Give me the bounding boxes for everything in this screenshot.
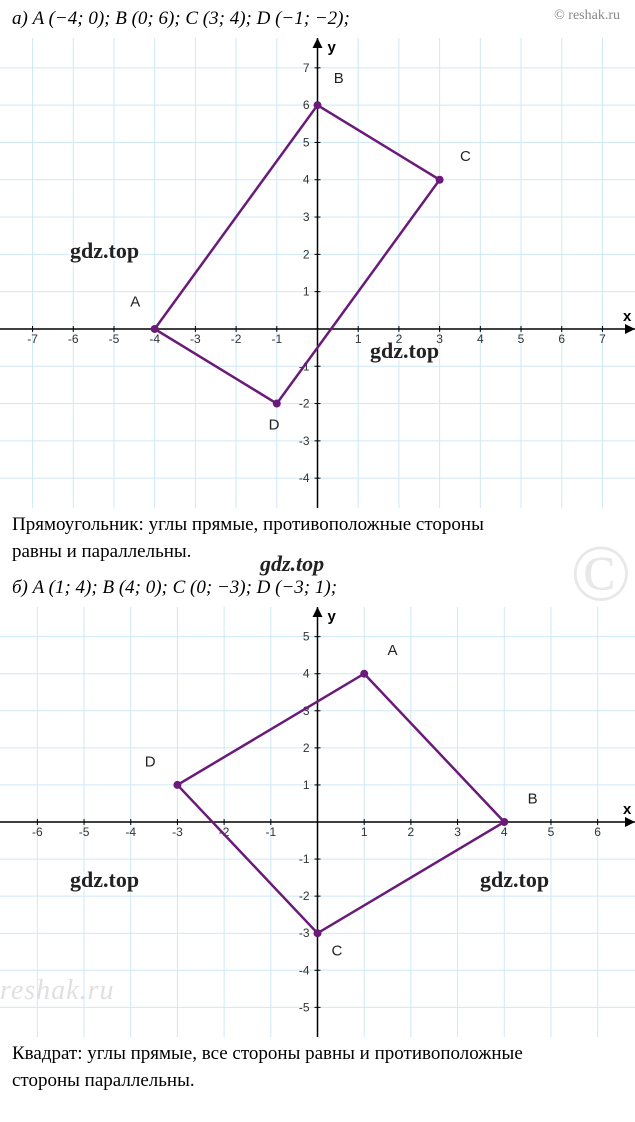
part-a-desc-l2: равны и параллельны. — [12, 541, 191, 562]
svg-text:-3: -3 — [299, 926, 310, 940]
svg-text:y: y — [328, 608, 337, 625]
svg-text:-1: -1 — [299, 852, 310, 866]
svg-text:5: 5 — [303, 630, 310, 644]
svg-text:4: 4 — [501, 825, 508, 839]
svg-text:4: 4 — [303, 667, 310, 681]
svg-text:-4: -4 — [299, 471, 310, 485]
svg-text:3: 3 — [454, 825, 461, 839]
svg-text:-3: -3 — [172, 825, 183, 839]
svg-text:5: 5 — [303, 135, 310, 149]
chart-a-container: -7-6-5-4-3-2-11234567-4-3-2-11234567xyAB… — [0, 38, 635, 508]
svg-text:-3: -3 — [299, 434, 310, 448]
part-a-coords: а) A (−4; 0); B (0; 6); C (3; 4); D (−1;… — [0, 0, 635, 38]
part-b-coords: б) A (1; 4); B (4; 0); C (0; −3); D (−3;… — [0, 569, 635, 607]
svg-text:-3: -3 — [190, 332, 201, 346]
svg-text:C: C — [460, 148, 471, 165]
svg-text:5: 5 — [548, 825, 555, 839]
svg-text:-4: -4 — [149, 332, 160, 346]
svg-text:1: 1 — [303, 778, 310, 792]
page: © reshak.ru а) A (−4; 0); B (0; 6); C (3… — [0, 0, 635, 1098]
svg-text:-5: -5 — [79, 825, 90, 839]
svg-text:B: B — [528, 791, 538, 808]
svg-text:2: 2 — [408, 825, 415, 839]
chart-b: -6-5-4-3-2-1123456-5-4-3-2-112345xyABCD — [0, 607, 635, 1037]
svg-text:6: 6 — [303, 98, 310, 112]
svg-text:y: y — [328, 39, 337, 56]
svg-text:7: 7 — [599, 332, 606, 346]
svg-text:-2: -2 — [299, 397, 310, 411]
part-b-desc: Квадрат: углы прямые, все стороны равны … — [0, 1037, 635, 1098]
svg-text:2: 2 — [303, 741, 310, 755]
svg-text:-1: -1 — [265, 825, 276, 839]
part-b-prefix: б) — [12, 577, 28, 598]
part-a-desc-l1: Прямоугольник: углы прямые, противополож… — [12, 514, 484, 535]
svg-text:-4: -4 — [299, 963, 310, 977]
part-b-desc-l2: стороны параллельны. — [12, 1070, 195, 1091]
svg-text:A: A — [388, 642, 398, 659]
svg-text:-6: -6 — [32, 825, 43, 839]
chart-b-container: -6-5-4-3-2-1123456-5-4-3-2-112345xyABCD … — [0, 607, 635, 1037]
part-b-desc-l1: Квадрат: углы прямые, все стороны равны … — [12, 1043, 523, 1064]
svg-text:1: 1 — [303, 285, 310, 299]
svg-text:-6: -6 — [68, 332, 79, 346]
svg-text:D: D — [269, 417, 280, 434]
svg-text:3: 3 — [436, 332, 443, 346]
chart-a: -7-6-5-4-3-2-11234567-4-3-2-11234567xyAB… — [0, 38, 635, 508]
svg-text:4: 4 — [303, 173, 310, 187]
svg-text:-4: -4 — [125, 825, 136, 839]
svg-text:-7: -7 — [27, 332, 38, 346]
svg-text:1: 1 — [355, 332, 362, 346]
svg-text:D: D — [145, 754, 156, 771]
svg-text:x: x — [623, 308, 632, 325]
svg-text:3: 3 — [303, 210, 310, 224]
svg-text:4: 4 — [477, 332, 484, 346]
svg-text:B: B — [334, 70, 344, 87]
copyright-text: © reshak.ru — [554, 8, 620, 24]
part-a-points-text: A (−4; 0); B (0; 6); C (3; 4); D (−1; −2… — [33, 8, 350, 29]
part-b-points-text: A (1; 4); B (4; 0); C (0; −3); D (−3; 1)… — [33, 577, 337, 598]
svg-text:x: x — [623, 801, 632, 818]
svg-text:-2: -2 — [299, 889, 310, 903]
svg-text:-1: -1 — [271, 332, 282, 346]
svg-text:A: A — [130, 294, 140, 311]
svg-text:-5: -5 — [109, 332, 120, 346]
part-a-desc: Прямоугольник: углы прямые, противополож… — [0, 508, 635, 569]
part-a-prefix: а) — [12, 8, 28, 29]
svg-text:5: 5 — [518, 332, 525, 346]
svg-text:-5: -5 — [299, 1001, 310, 1015]
svg-text:7: 7 — [303, 61, 310, 75]
svg-text:2: 2 — [303, 247, 310, 261]
svg-text:6: 6 — [594, 825, 601, 839]
svg-text:6: 6 — [558, 332, 565, 346]
svg-text:1: 1 — [361, 825, 368, 839]
svg-text:C: C — [332, 943, 343, 960]
svg-text:2: 2 — [396, 332, 403, 346]
svg-text:-2: -2 — [231, 332, 242, 346]
